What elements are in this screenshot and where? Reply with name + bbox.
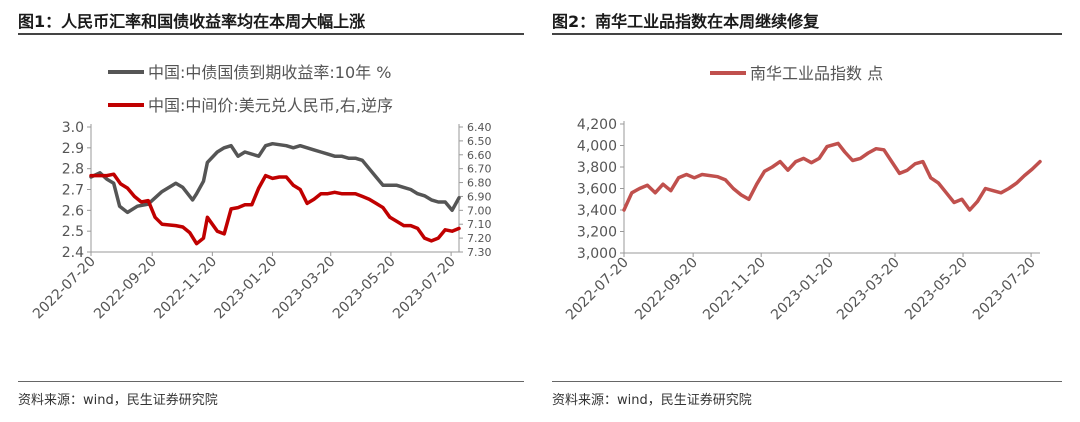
x-tick-label: 2023-05-20 (330, 254, 399, 323)
y-right-tick-label: 7.20 (467, 232, 492, 245)
y-right-tick-label: 7.10 (467, 218, 492, 231)
x-tick-label: 2022-07-20 (30, 254, 99, 323)
series-line (622, 141, 1042, 212)
x-tick-label: 2022-07-20 (563, 255, 632, 324)
x-tick-label: 2023-03-20 (834, 255, 903, 324)
bottom-rule (18, 381, 524, 382)
y-tick-label: 2.5 (62, 224, 84, 240)
y-tick-label: 2.9 (62, 141, 84, 157)
y-tick-label: 3.0 (62, 120, 84, 136)
y-right-tick-label: 7.00 (467, 204, 492, 217)
figure-title: 图1：人民币汇率和国债收益率均在本周大幅上涨 (18, 12, 366, 31)
y-right-tick-label: 7.30 (467, 246, 492, 259)
bottom-rule (552, 381, 1062, 382)
title-rule (18, 33, 524, 35)
series-line (89, 141, 461, 215)
series-line (89, 172, 461, 246)
y-tick-label: 4,200 (577, 117, 617, 133)
x-tick-label: 2022-11-20 (151, 254, 220, 323)
y-tick-label: 2.4 (62, 245, 84, 261)
y-right-tick-label: 6.80 (467, 177, 492, 190)
y-tick-label: 2.7 (62, 183, 84, 199)
y-tick-label: 2.6 (62, 203, 84, 219)
y-tick-label: 3,000 (577, 246, 617, 262)
y-right-tick-label: 6.90 (467, 190, 492, 203)
y-right-tick-label: 6.50 (467, 135, 492, 148)
figure-title: 图2：南华工业品指数在本周继续修复 (552, 12, 820, 31)
source-note: 资料来源：wind，民生证券研究院 (18, 393, 218, 408)
y-tick-label: 3,600 (577, 182, 617, 198)
y-right-tick-label: 6.70 (467, 163, 492, 176)
y-right-tick-label: 6.60 (467, 149, 492, 162)
source-note: 资料来源：wind，民生证券研究院 (552, 393, 752, 408)
title-rule (552, 33, 1062, 35)
legend-label: 中国:中债国债到期收益率:10年 % (148, 63, 391, 82)
x-tick-label: 2023-03-20 (270, 254, 339, 323)
y-tick-label: 3,400 (577, 203, 617, 219)
chart-nanhua-index: 4,2004,0003,8003,6003,4003,2003,0002022-… (563, 64, 1042, 324)
x-tick-label: 2023-07-20 (390, 254, 459, 323)
x-tick-label: 2022-09-20 (632, 255, 701, 324)
chart-yield-fx: 3.0 2.9 2.8 2.7 2.6 2.5 2.4 6.406.506.606.706.8… (30, 63, 492, 323)
chart-panel-yield-fx: 图1：人民币汇率和国债收益率均在本周大幅上涨 3.0 2.9 2.8 2.7 2.6 2.… (18, 0, 524, 422)
x-tick-label: 2023-07-20 (970, 255, 1039, 324)
y-tick-label: 2.8 (62, 162, 84, 178)
legend-label: 中国:中间价:美元兑人民币,右,逆序 (148, 96, 393, 115)
x-tick-label: 2023-05-20 (902, 255, 971, 324)
x-tick-label: 2022-11-20 (700, 255, 769, 324)
y-tick-label: 3,800 (577, 160, 617, 176)
y-tick-label: 3,200 (577, 225, 617, 241)
x-tick-label: 2022-09-20 (91, 254, 160, 323)
y-right-tick-label: 6.40 (467, 121, 492, 134)
legend-label: 南华工业品指数 点 (750, 64, 883, 83)
x-tick-label: 2023-01-20 (768, 255, 837, 324)
chart-panel-nanhua-index: 图2：南华工业品指数在本周继续修复 4,200 4,000 3,800 3,600 3,… (552, 0, 1062, 422)
y-tick-label: 4,000 (577, 139, 617, 155)
